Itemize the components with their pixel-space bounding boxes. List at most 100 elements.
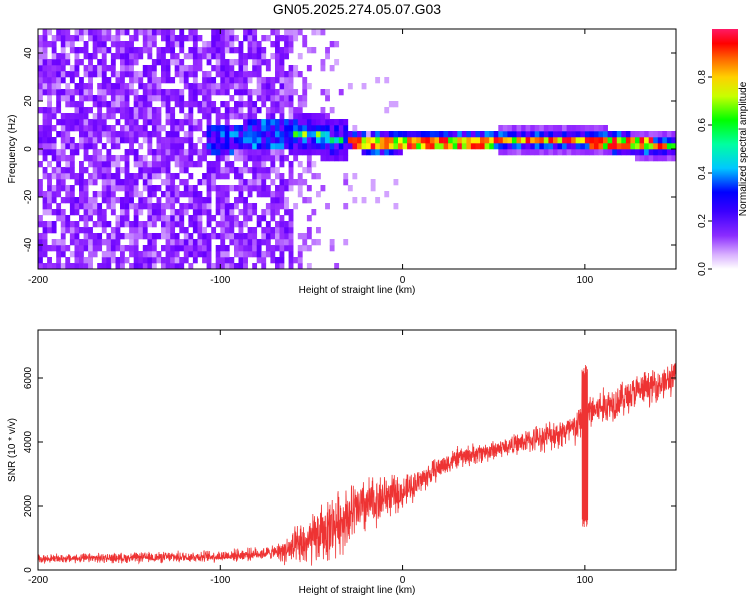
heatmap-cell (297, 257, 303, 264)
heatmap-cell (133, 59, 139, 66)
heatmap-cell (97, 149, 103, 156)
heatmap-cell (302, 125, 308, 132)
heatmap-cell (220, 221, 226, 228)
colorbar-ticks: 0.00.20.40.60.8 (697, 70, 712, 276)
heatmap-cell (297, 245, 303, 252)
heatmap-cell (115, 143, 121, 150)
heatmap-cell (211, 41, 217, 48)
heatmap-cell (594, 137, 599, 144)
heatmap-cell (60, 53, 66, 60)
heatmap-cell (79, 161, 84, 168)
heatmap-cell (275, 95, 280, 102)
heatmap-cell (297, 173, 303, 180)
heatmap-cell (92, 71, 98, 78)
heatmap-cell (206, 89, 212, 96)
heatmap-cell (297, 95, 303, 102)
heatmap-cell (97, 89, 103, 96)
heatmap-cell (238, 137, 244, 144)
heatmap-cell (129, 131, 134, 138)
heatmap-cell (215, 197, 221, 204)
heatmap-cell (60, 29, 66, 36)
heatmap-cell (183, 167, 189, 174)
heatmap-cell (188, 47, 194, 54)
heatmap-cell (51, 227, 57, 234)
heatmap-cell (357, 131, 362, 138)
heatmap-cell (530, 149, 536, 156)
heatmap-cell (329, 137, 335, 144)
heatmap-cell (106, 107, 112, 114)
heatmap-cell (334, 155, 340, 162)
heatmap-cell (261, 119, 267, 126)
heatmap-cell (92, 221, 98, 228)
heatmap-cell (97, 119, 103, 126)
heatmap-cell (115, 29, 121, 36)
heatmap-cell (270, 167, 276, 174)
heatmap-cell (147, 119, 153, 126)
heatmap-cell (425, 131, 431, 138)
heatmap-cell (124, 221, 130, 228)
heatmap-cell (156, 161, 162, 168)
heatmap-cell (101, 143, 107, 150)
heatmap-cell (338, 137, 344, 144)
heatmap-cell (56, 251, 62, 258)
heatmap-cell (197, 251, 203, 258)
heatmap-cell (484, 143, 490, 150)
heatmap-cell (83, 53, 89, 60)
heatmap-cell (165, 77, 171, 84)
heatmap-cell (261, 161, 267, 168)
heatmap-cell (411, 137, 417, 144)
heatmap-cell (234, 215, 239, 222)
heatmap-cell (252, 161, 258, 168)
heatmap-cell (188, 53, 194, 60)
heatmap-cell (297, 29, 303, 36)
heatmap-cell (256, 89, 262, 96)
heatmap-cell (83, 263, 89, 270)
heatmap-cell (607, 131, 613, 138)
heatmap-cell (644, 131, 649, 138)
heatmap-cell (42, 35, 48, 42)
heatmap-cell (247, 113, 253, 120)
heatmap-cell (97, 29, 103, 36)
heatmap-cell (170, 227, 176, 234)
heatmap-cell (60, 197, 66, 204)
heatmap-cell (229, 209, 235, 216)
heatmap-cell (83, 221, 89, 228)
heatmap-cell (151, 83, 157, 90)
heatmap-cell (192, 161, 198, 168)
heatmap-cell (151, 257, 157, 264)
heatmap-cell (51, 197, 57, 204)
heatmap-cell (247, 29, 253, 36)
heatmap-cell (183, 71, 189, 78)
heatmap-cell (543, 143, 549, 150)
heatmap-cell (120, 131, 125, 138)
heatmap-cell (179, 221, 185, 228)
heatmap-cell (147, 137, 153, 144)
heatmap-cell (38, 161, 43, 168)
heatmap-cell (316, 227, 321, 234)
heatmap-cell (69, 197, 75, 204)
heatmap-cell (284, 239, 289, 246)
heatmap-cell (174, 101, 180, 108)
heatmap-cell (306, 143, 312, 150)
heatmap-cell (65, 167, 71, 174)
heatmap-cell (215, 167, 221, 174)
heatmap-cell (434, 137, 440, 144)
heatmap-cell (188, 185, 194, 192)
heatmap-cell (220, 41, 226, 48)
heatmap-cell (557, 125, 563, 132)
heatmap-cell (211, 185, 217, 192)
heatmap-cell (607, 143, 613, 150)
heatmap-cell (165, 149, 171, 156)
heatmap-cell (147, 41, 153, 48)
heatmap-cell (302, 137, 308, 144)
heatmap-cell (243, 239, 248, 246)
heatmap-cell (288, 245, 294, 252)
heatmap-cell (183, 161, 189, 168)
heatmap-cell (42, 239, 48, 246)
heatmap-cell (553, 143, 558, 150)
heatmap-cell (179, 29, 185, 36)
heatmap-cell (256, 191, 262, 198)
heatmap-cell (229, 233, 235, 240)
heatmap-cell (147, 251, 153, 258)
heatmap-cell (151, 161, 157, 168)
